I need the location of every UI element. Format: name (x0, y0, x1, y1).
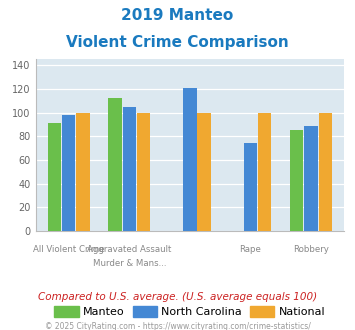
Bar (258, 113, 271, 231)
Text: 2019 Manteo: 2019 Manteo (121, 8, 234, 23)
Bar (76, 113, 90, 231)
Text: Aggravated Assault: Aggravated Assault (87, 245, 171, 254)
Text: Compared to U.S. average. (U.S. average equals 100): Compared to U.S. average. (U.S. average … (38, 292, 317, 302)
Text: Violent Crime Comparison: Violent Crime Comparison (66, 35, 289, 50)
Bar (319, 113, 332, 231)
Bar (197, 113, 211, 231)
Text: Rape: Rape (240, 245, 261, 254)
Bar (123, 107, 136, 231)
Bar (137, 113, 150, 231)
Bar (48, 123, 61, 231)
Bar (244, 144, 257, 231)
Bar (62, 115, 76, 231)
Text: Robbery: Robbery (293, 245, 329, 254)
Bar (183, 88, 197, 231)
Text: © 2025 CityRating.com - https://www.cityrating.com/crime-statistics/: © 2025 CityRating.com - https://www.city… (45, 322, 310, 330)
Text: All Violent Crime: All Violent Crime (33, 245, 105, 254)
Text: Murder & Mans...: Murder & Mans... (93, 259, 166, 268)
Bar (304, 126, 318, 231)
Legend: Manteo, North Carolina, National: Manteo, North Carolina, National (50, 302, 330, 322)
Bar (109, 98, 122, 231)
Bar (290, 130, 304, 231)
